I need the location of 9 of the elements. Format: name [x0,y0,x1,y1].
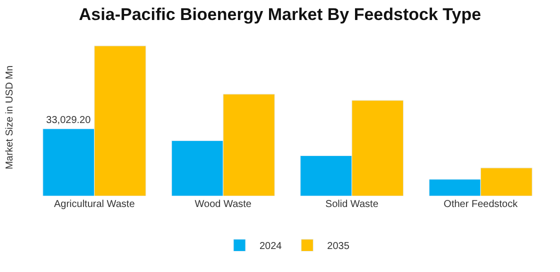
x-tick-label: Agricultural Waste [54,199,136,210]
x-tick-label: Wood Waste [194,199,252,210]
data-label: 33,029.20 [46,114,92,126]
x-tick-label: Solid Waste [325,199,379,210]
legend-label: 2024 [260,241,282,252]
y-axis-title: Market Size in USD Mn [4,65,16,170]
chart-title: Asia-Pacific Bioenergy Market By Feedstock Type [78,5,482,24]
legend-label: 2035 [327,241,350,252]
x-tick-label: Other Feedstock [444,199,519,210]
